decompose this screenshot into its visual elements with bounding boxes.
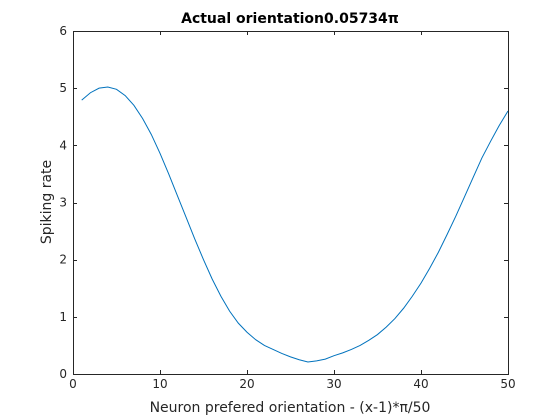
x-tick-label: 40 [413, 377, 428, 391]
x-tick-label: 10 [152, 377, 167, 391]
chart-title: Actual orientation0.05734π [181, 11, 399, 27]
y-tick-label: 4 [59, 138, 67, 152]
y-tick-label: 6 [59, 24, 67, 38]
x-tick-label: 20 [239, 377, 254, 391]
x-tick-label: 30 [326, 377, 341, 391]
plot-area [73, 31, 508, 374]
x-tick-label: 0 [69, 377, 77, 391]
y-axis-label: Spiking rate [39, 160, 55, 244]
x-tick-label: 50 [500, 377, 515, 391]
ticks-layer: 0 10 20 30 40 50 0 1 2 3 4 5 6 [59, 24, 515, 391]
y-tick-label: 5 [59, 81, 67, 95]
series-layer [81, 86, 509, 363]
y-tick-label: 1 [59, 310, 67, 324]
y-tick-label: 3 [59, 196, 67, 210]
series-line-0 [81, 86, 509, 363]
y-tick-label: 2 [59, 253, 67, 267]
y-tick-label: 0 [59, 367, 67, 381]
x-axis-label: Neuron prefered orientation - (x-1)*π/50 [150, 400, 431, 416]
